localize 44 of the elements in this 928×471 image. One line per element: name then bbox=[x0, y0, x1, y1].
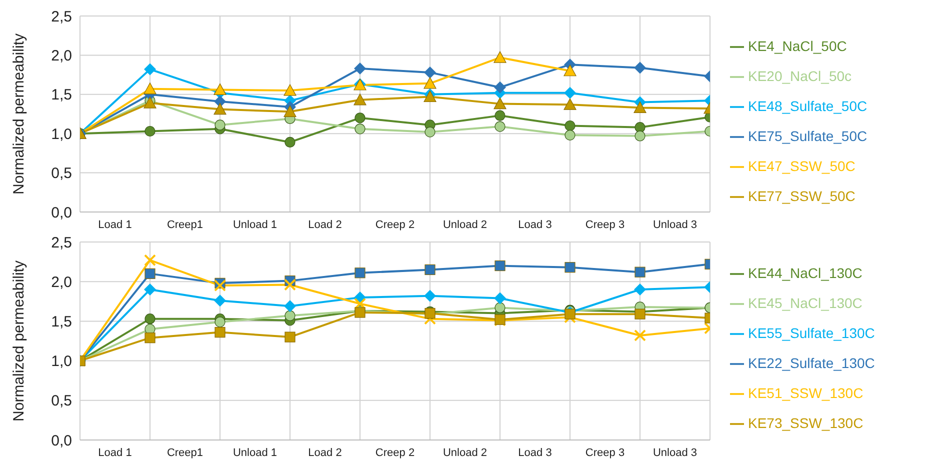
legend-label: KE44_NaCl_130C bbox=[748, 265, 862, 281]
text: Creep 3 bbox=[585, 446, 625, 459]
y-tick-label: 1,0 bbox=[51, 126, 72, 143]
legend-label: KE73_SSW_130C bbox=[748, 415, 864, 431]
y-tick-label: 0,0 bbox=[51, 204, 72, 222]
y-tick-label: 0,0 bbox=[51, 432, 72, 450]
text: Unload 3 bbox=[652, 446, 698, 459]
legend-label: KE75_Sulfate_50C bbox=[748, 128, 868, 144]
text: Creep 2 bbox=[375, 446, 415, 459]
legend-label: KE45_NaCl_130C bbox=[748, 295, 862, 311]
text: Load 3 bbox=[518, 218, 552, 231]
text: Load 1 bbox=[98, 218, 132, 231]
text: Unload 2 bbox=[442, 446, 488, 459]
text: Unload 2 bbox=[442, 218, 488, 231]
legend-label: KE47_SSW_50C bbox=[748, 158, 856, 174]
legend-label: KE22_Sulfate_130C bbox=[748, 355, 875, 371]
text: Load 2 bbox=[308, 446, 342, 459]
text: Unload 1 bbox=[232, 446, 278, 459]
y-axis-title: Normalized permeability bbox=[10, 260, 28, 422]
y-tick-label: 2,5 bbox=[51, 234, 72, 252]
y-axis-title: Normalized permeability bbox=[10, 33, 28, 194]
text: Load 2 bbox=[308, 218, 342, 231]
text: Load 3 bbox=[518, 446, 552, 459]
legend-label: KE48_Sulfate_50C bbox=[748, 98, 868, 114]
text: Unload 3 bbox=[652, 218, 698, 231]
legend-label: KE77_SSW_50C bbox=[748, 188, 856, 204]
legend-label: KE4_NaCl_50C bbox=[748, 38, 847, 54]
y-tick-label: 2,5 bbox=[51, 8, 72, 26]
text: Creep1 bbox=[166, 218, 204, 231]
text: Unload 1 bbox=[232, 218, 278, 231]
text: Creep1 bbox=[166, 446, 204, 459]
y-tick-label: 0,5 bbox=[51, 165, 72, 182]
text: Load 1 bbox=[98, 446, 132, 459]
text: Creep 2 bbox=[375, 218, 415, 231]
y-tick-label: 0,5 bbox=[51, 392, 72, 410]
legend-label: KE51_SSW_130C bbox=[748, 385, 864, 401]
y-tick-label: 1,5 bbox=[51, 314, 72, 331]
y-tick-label: 2,0 bbox=[51, 48, 72, 65]
legend-label: KE20_NaCl_50c bbox=[748, 68, 852, 84]
y-tick-label: 2,0 bbox=[51, 274, 72, 291]
y-tick-label: 1,5 bbox=[51, 86, 72, 104]
y-tick-label: 1,0 bbox=[51, 353, 72, 370]
text: Creep 3 bbox=[585, 218, 625, 231]
legend-label: KE55_Sulfate_130C bbox=[748, 325, 875, 341]
